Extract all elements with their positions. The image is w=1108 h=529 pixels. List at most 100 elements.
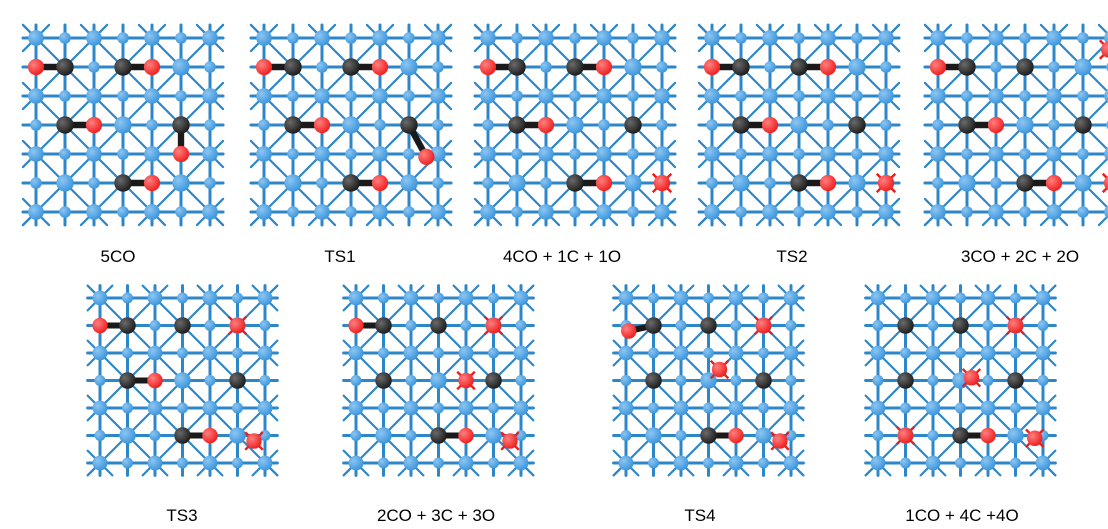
metal-atom-bridge: [432, 119, 444, 131]
oxygen-atom: [711, 361, 728, 378]
adsorbates: [895, 315, 1045, 448]
metal-atom-bridge: [932, 119, 944, 131]
metal-atom: [654, 88, 670, 104]
metal-atom-bridge: [488, 347, 499, 359]
metal-atom-bridge: [177, 402, 188, 414]
metal-atom-bridge: [117, 148, 129, 160]
oxygen-atom: [1103, 175, 1108, 191]
metal-atom-bridge: [1019, 32, 1031, 44]
metal-atom-bridge: [1019, 148, 1031, 160]
metal-atom-bridge: [540, 61, 552, 73]
metal-atom-bridge: [758, 402, 769, 414]
metal-atom: [400, 58, 418, 76]
metal-atom-bridge: [511, 32, 523, 44]
metal-atom: [430, 372, 447, 389]
metal-atom: [673, 400, 689, 416]
carbon-atom: [430, 427, 447, 444]
metal-atom: [1035, 400, 1051, 416]
metal-atom-bridge: [122, 347, 133, 359]
metal-atom-bridge: [822, 119, 834, 131]
metal-atom: [870, 400, 886, 416]
metal-atom: [783, 455, 799, 471]
metal-atom: [147, 290, 163, 306]
metal-atom: [654, 30, 670, 46]
metal-atom: [538, 146, 554, 162]
metal-atom: [202, 30, 218, 46]
metal-atom: [925, 455, 941, 471]
metal-atom-bridge: [374, 119, 386, 131]
metal-atom-bridge: [204, 320, 216, 331]
metal-atom-bridge: [350, 375, 362, 386]
metal-atom: [618, 345, 634, 361]
panel-p2: TS1: [249, 23, 453, 266]
carbon-atom: [119, 372, 136, 389]
metal-atom-bridge: [785, 320, 797, 331]
metal-atom: [988, 88, 1004, 104]
metal-atom-bridge: [94, 430, 106, 441]
metal-atom: [538, 30, 554, 46]
metal-atom: [538, 88, 554, 104]
adsorbates: [703, 58, 897, 194]
metal-atom-bridge: [730, 375, 742, 386]
oxygen-atom: [458, 372, 474, 389]
metal-atom-bridge: [648, 347, 659, 359]
metal-atom-bridge: [872, 375, 884, 386]
oxygen-atom: [755, 317, 772, 334]
metal-atom: [147, 455, 163, 471]
metal-atom: [202, 400, 218, 416]
metal-atom-bridge: [706, 119, 718, 131]
metal-atom-bridge: [432, 61, 444, 73]
metal-atom-bridge: [627, 32, 639, 44]
metal-atom: [596, 204, 612, 220]
metal-atom-bridge: [405, 430, 417, 441]
carbon-atom: [1007, 372, 1024, 389]
metal-atom-bridge: [287, 148, 299, 160]
carbon-atom: [119, 317, 136, 334]
metal-atom: [673, 290, 689, 306]
metal-atom: [930, 204, 946, 220]
metal-atom: [732, 174, 750, 192]
metal-atom-bridge: [961, 206, 973, 218]
metal-atom: [728, 290, 744, 306]
metal-atom-bridge: [432, 177, 444, 189]
metal-atom-bridge: [378, 402, 389, 414]
adsorbates: [929, 39, 1108, 194]
metal-atom-bridge: [955, 457, 966, 469]
metal-atom-bridge: [569, 206, 581, 218]
metal-atom-bridge: [990, 177, 1002, 189]
carbon-atom: [56, 58, 74, 76]
metal-atom-bridge: [488, 402, 499, 414]
metal-atom: [618, 455, 634, 471]
metal-atom-bridge: [433, 402, 444, 414]
carbon-atom: [755, 372, 772, 389]
metal-atom-bridge: [1010, 402, 1021, 414]
metal-atom: [403, 290, 419, 306]
oxygen-atom: [371, 174, 389, 192]
metal-atom-bridge: [378, 292, 389, 304]
oxygen-atom: [1100, 41, 1108, 58]
carbon-atom: [1016, 174, 1034, 192]
metal-atom: [458, 455, 474, 471]
metal-atom: [513, 400, 529, 416]
metal-atom: [28, 146, 44, 162]
metal-atom: [348, 345, 364, 361]
metal-atom: [372, 146, 388, 162]
metal-atom: [930, 146, 946, 162]
metal-atom: [1104, 89, 1108, 103]
panel-p4: TS2: [697, 23, 901, 266]
metal-atom-bridge: [730, 320, 742, 331]
metal-atom-bridge: [990, 61, 1002, 73]
metal-atom-bridge: [345, 148, 357, 160]
metal-atom: [848, 174, 866, 192]
metal-atom-bridge: [872, 430, 884, 441]
panel-p3: 4CO + 1C + 1O: [473, 23, 677, 266]
metal-atom-bridge: [378, 457, 389, 469]
metal-atom-bridge: [703, 457, 714, 469]
oxygen-atom: [653, 174, 671, 192]
metal-atom: [618, 400, 634, 416]
metal-atom-bridge: [758, 457, 769, 469]
panel-p7: 2CO + 3C + 3O: [342, 284, 535, 525]
metal-atom-bridge: [648, 457, 659, 469]
metal-atom: [728, 345, 744, 361]
